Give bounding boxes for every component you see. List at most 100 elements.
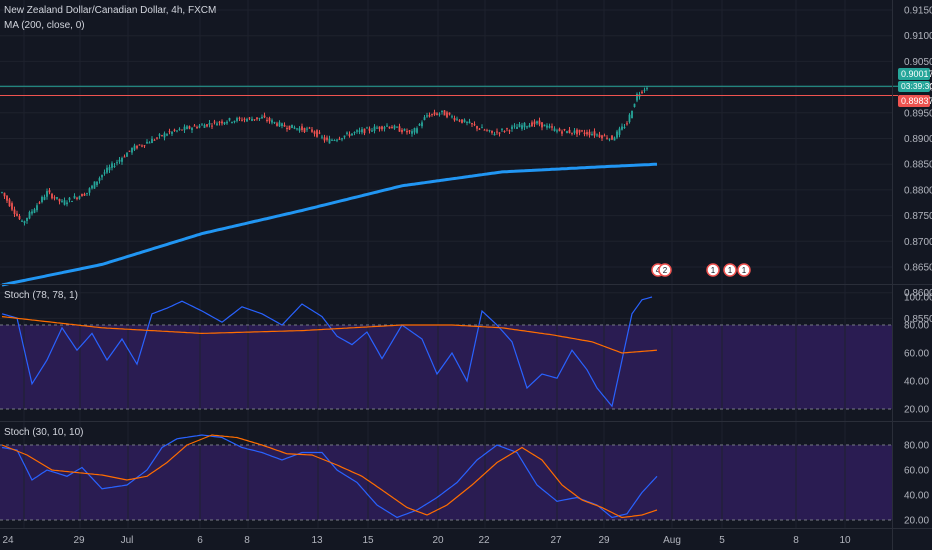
candle-body [263, 115, 266, 118]
candle-body [243, 118, 246, 120]
candle-body [196, 126, 198, 129]
x-tick-label: 10 [839, 535, 851, 546]
event-marker[interactable]: 1 [737, 263, 751, 277]
candle-body [86, 192, 88, 194]
candle-body [526, 126, 528, 128]
candle-body [326, 137, 328, 140]
candle-body [521, 125, 523, 129]
candle-body [606, 137, 608, 139]
candle-body [23, 221, 26, 224]
candle-body [256, 117, 258, 120]
candle-body [423, 117, 426, 120]
candle-body [363, 128, 366, 134]
event-marker[interactable]: 1 [706, 263, 720, 277]
candle-body [413, 128, 416, 133]
candle-body [496, 131, 498, 133]
candle-body [441, 110, 443, 113]
candle-body [503, 131, 506, 133]
candle-body [278, 122, 281, 127]
candle-body [406, 130, 408, 133]
candle-body [556, 130, 558, 132]
candle-body [506, 128, 508, 130]
stoch-d-line [1, 316, 658, 354]
candle-body [528, 125, 531, 128]
candle-body [176, 130, 178, 132]
countdown-label: 03:39:30 [901, 81, 932, 91]
candle-body [296, 128, 298, 130]
candle-body [51, 193, 53, 199]
time-axis[interactable]: 24 29 Jul 6 8 13 15 20 22 27 29 Aug 5 8 10 [2, 535, 851, 546]
candle-body [206, 124, 208, 127]
candle-body [101, 174, 103, 178]
candle-body [458, 120, 461, 122]
ma-legend[interactable]: MA (200, close, 0) [4, 20, 85, 31]
candle-body [523, 122, 526, 128]
stoch2-y-axis[interactable]: 80.00 60.00 40.00 20.00 [904, 441, 929, 527]
candle-body [573, 130, 576, 134]
candle-body [553, 128, 556, 131]
candle-body [146, 141, 148, 144]
candle-body [428, 115, 431, 117]
last-price-tag: 0.90017 03:39:30 [898, 68, 932, 92]
candle-body [361, 129, 363, 133]
y-tick-label: 100.00 [904, 293, 932, 304]
stoch1-y-axis[interactable]: 100.00 80.00 60.00 40.00 20.00 [904, 293, 932, 416]
event-marker[interactable]: 2 [658, 263, 672, 277]
candle-body [356, 130, 358, 132]
candle-body [193, 125, 196, 127]
stoch-k-line [1, 434, 658, 519]
candle-body [208, 123, 211, 125]
candle-body [516, 126, 518, 129]
candle-body [633, 103, 636, 107]
candle-body [461, 119, 463, 123]
candle-body [463, 119, 466, 123]
candle-body [81, 194, 83, 197]
stoch1-pane[interactable] [0, 285, 892, 421]
candle-body [128, 150, 131, 152]
stoch-d-line [1, 434, 658, 519]
candle-body [588, 131, 591, 136]
stoch2-legend[interactable]: Stoch (30, 10, 10) [4, 427, 84, 438]
candle-body [313, 131, 316, 134]
candle-body [401, 129, 403, 133]
candle-body [583, 132, 586, 135]
candle-body [68, 197, 71, 200]
event-marker[interactable]: 1 [723, 263, 737, 277]
candle-body [538, 120, 541, 125]
stoch1-legend[interactable]: Stoch (78, 78, 1) [4, 290, 78, 301]
candle-body [341, 138, 343, 140]
candle-body [168, 131, 171, 133]
candle-body [228, 118, 231, 121]
x-tick-label: 22 [478, 535, 490, 546]
candle-body [103, 172, 106, 174]
candle-body [536, 121, 538, 124]
candle-body [161, 135, 163, 137]
candle-body [631, 110, 633, 119]
candle-body [13, 209, 16, 215]
y-tick-label: 40.00 [904, 377, 929, 388]
candle-body [138, 144, 141, 146]
candle-body [366, 127, 368, 129]
candle-body [543, 124, 546, 127]
candle-body [308, 127, 311, 129]
candle-body [386, 125, 388, 127]
candle-body [6, 195, 8, 201]
candle-body [63, 200, 66, 205]
stoch2-pane[interactable] [0, 422, 892, 528]
candle-body [293, 127, 296, 129]
symbol-title[interactable]: New Zealand Dollar/Canadian Dollar, 4h, … [4, 5, 216, 16]
candle-body [93, 181, 96, 189]
candle-body [148, 142, 151, 144]
candle-body [36, 205, 38, 211]
candle-body [431, 113, 433, 115]
high-line-label: 0.89837 [901, 96, 932, 106]
candle-body [343, 135, 346, 138]
candle-body [71, 201, 73, 203]
